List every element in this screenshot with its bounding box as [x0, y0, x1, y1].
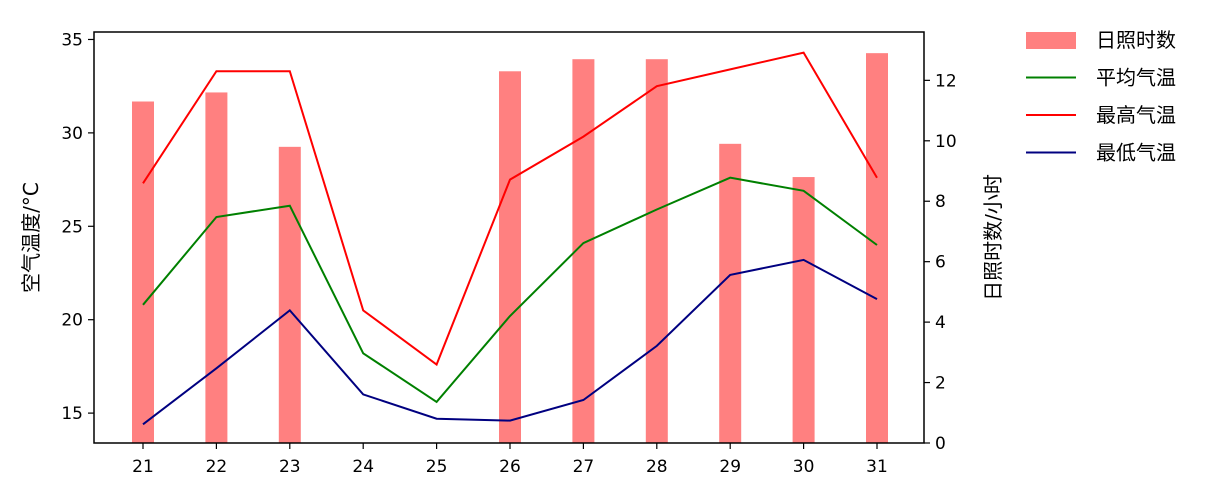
sunshine-bar — [645, 59, 668, 444]
x-tick-label: 29 — [719, 457, 741, 477]
y-axis-left-title: 空气温度/°C — [19, 182, 43, 293]
y-left-tick-label: 25 — [61, 217, 83, 237]
series-line — [142, 258, 878, 426]
x-tick-label: 25 — [426, 457, 448, 477]
legend-swatch-bar — [1026, 32, 1076, 49]
y-right-tick-label: 4 — [935, 313, 946, 333]
legend-label: 平均气温 — [1096, 66, 1176, 90]
x-tick-label: 30 — [793, 457, 815, 477]
legend-label: 日照时数 — [1096, 28, 1176, 52]
x-tick-label: 26 — [499, 457, 521, 477]
x-tick-label: 27 — [573, 457, 595, 477]
x-tick-label: 23 — [279, 457, 301, 477]
sunshine-bar — [792, 177, 815, 443]
y-axis-right-title: 日照时数/小时 — [981, 174, 1005, 301]
legend-label: 最低气温 — [1096, 141, 1176, 165]
x-tick-label: 31 — [866, 457, 888, 477]
bars-layer — [132, 53, 888, 444]
plot-frame — [93, 31, 925, 444]
sunshine-bar — [866, 53, 888, 443]
y-right-tick-label: 10 — [935, 132, 957, 152]
y-right-tick-label: 8 — [935, 192, 946, 212]
sunshine-bar — [499, 71, 521, 443]
series-line — [142, 176, 878, 404]
x-tick-label: 21 — [132, 457, 154, 477]
x-tick-label: 24 — [352, 457, 374, 477]
lines-layer — [142, 51, 878, 426]
legend-label: 最高气温 — [1096, 103, 1176, 127]
y-right-tick-label: 0 — [935, 434, 946, 454]
y-left-tick-label: 30 — [61, 124, 83, 144]
y-left-tick-label: 20 — [61, 311, 83, 331]
y-right-tick-label: 2 — [935, 374, 946, 394]
series-line — [142, 51, 878, 367]
sunshine-bar — [132, 101, 154, 443]
sunshine-bar — [572, 59, 595, 444]
sunshine-bar — [205, 92, 228, 444]
y-right-tick-label: 6 — [935, 253, 946, 273]
y-left-tick-label: 15 — [61, 404, 83, 424]
axes-layer: 21 22 23 24 25 26 27 28 29 30 31152025303502468101… — [61, 30, 956, 477]
sunshine-bar — [278, 146, 301, 443]
x-tick-label: 28 — [646, 457, 668, 477]
y-right-tick-label: 12 — [935, 71, 957, 91]
x-tick-label: 22 — [206, 457, 228, 477]
sunshine-bar — [719, 143, 742, 444]
y-left-tick-label: 35 — [61, 30, 83, 50]
